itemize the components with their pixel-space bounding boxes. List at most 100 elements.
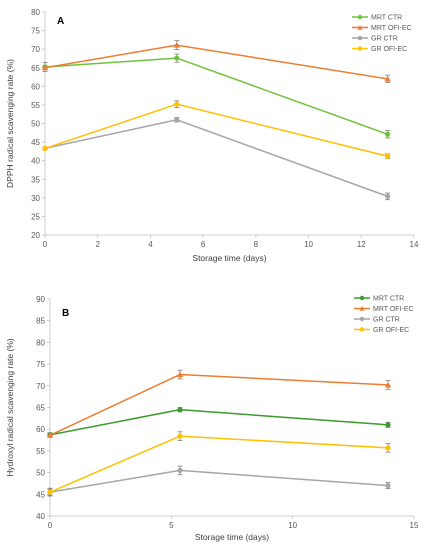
y-tick-label: 25 [31,212,40,221]
y-tick-label: 55 [36,447,45,456]
data-point [176,371,184,378]
data-point [177,467,183,474]
y-tick-label: 70 [31,45,40,54]
legend-entry: GR OFI-EC [352,46,407,53]
legend-swatch-marker [359,327,365,332]
x-tick-label: 5 [169,521,174,530]
panel-label: A [57,16,64,27]
y-tick-label: 55 [31,101,40,110]
data-point [177,433,183,439]
x-tick-label: 12 [357,240,366,249]
x-tick-label: 10 [288,521,297,530]
legend-swatch-marker [359,305,365,311]
y-tick-label: 50 [36,469,45,478]
y-tick-label: 80 [31,8,40,17]
legend-entry: MRT CTR [352,15,402,22]
data-point [385,131,391,137]
series-mrt-ctr [42,53,391,139]
legend-entry: GR CTR [352,36,398,43]
data-point [173,41,180,48]
y-tick-label: 40 [36,512,45,521]
data-point [177,407,183,413]
data-point [384,381,392,388]
legend-swatch-marker [359,295,365,301]
legend-label: MRT OFI-EC [371,25,412,32]
x-axis-title: Storage time (days) [195,532,269,542]
x-tick-label: 2 [95,240,100,249]
y-tick-label: 90 [36,295,45,304]
data-point [41,64,49,71]
chart-panel-a: 20 25 30 35 40 45 50 55 60 65 70 75 80 0 2 4 6 8 10 12 14 Sto… [5,8,419,263]
chart-panel-b: 40 45 50 55 60 65 70 75 80 85 90 0 5 10 15 Storage time… [5,295,419,542]
y-tick-label: 80 [36,338,45,347]
data-point [47,489,53,495]
series-line [44,57,388,135]
data-point [174,55,180,61]
series-line [44,103,388,157]
series-mrt-ofi-ec [46,369,392,438]
legend-swatch-marker [357,24,363,30]
legend-swatch-marker [357,46,363,51]
y-tick-label: 75 [36,360,45,369]
y-tick-label: 20 [31,231,40,240]
data-point [385,483,391,489]
legend-label: GR CTR [373,317,400,324]
y-tick-label: 40 [31,157,40,166]
legend-label: MRT CTR [373,296,404,303]
legend-swatch-marker [359,316,365,322]
data-point [42,145,48,152]
x-tick-label: 0 [43,240,48,249]
legend-entry: GR CTR [354,317,400,324]
y-tick-label: 60 [31,82,40,91]
y-tick-label: 35 [31,175,40,184]
legend-entry: MRT CTR [354,296,404,303]
series-line [49,469,389,493]
x-tick-label: 10 [304,240,313,249]
y-tick-label: 65 [31,64,40,73]
x-tick-label: 15 [410,521,419,530]
y-tick-label: 50 [31,120,40,129]
x-axis-title: Storage time (days) [192,253,266,263]
legend-label: MRT OFI-EC [373,306,414,313]
data-point [385,445,391,451]
data-point [385,422,391,428]
y-tick-label: 75 [31,27,40,36]
x-tick-label: 8 [254,240,259,249]
legend-entry: MRT OFI-EC [352,24,412,32]
y-tick-label: 45 [31,138,40,147]
y-tick-label: 65 [36,404,45,413]
series-gr-ofi-ec [42,100,391,159]
series-line [49,373,389,436]
y-tick-label: 45 [36,490,45,499]
legend-label: GR OFI-EC [371,46,407,53]
legend-label: GR OFI-EC [373,327,409,334]
series-gr-ctr [42,117,391,201]
legend-swatch-marker [357,35,363,41]
y-tick-label: 70 [36,382,45,391]
x-tick-label: 14 [410,240,419,249]
series-mrt-ofi-ec [41,40,391,84]
legend-swatch-marker [357,14,363,20]
legend-entry: MRT OFI-EC [354,305,414,313]
legend-label: MRT CTR [371,15,402,22]
x-tick-label: 4 [148,240,153,249]
series-line [44,44,388,80]
y-tick-label: 60 [36,425,45,434]
x-tick-label: 0 [48,521,53,530]
y-tick-label: 85 [36,317,45,326]
data-point [384,75,391,82]
data-point [385,193,391,199]
data-point [46,432,54,438]
legend-entry: GR OFI-EC [354,327,409,334]
y-tick-label: 30 [31,194,40,203]
x-tick-label: 6 [201,240,206,249]
y-axis-title: Hydroxyl radical scavenging rate (%) [5,338,15,477]
data-point [174,117,180,123]
legend-label: GR CTR [371,36,398,43]
panel-label: B [62,308,69,319]
data-point [385,153,391,159]
series-gr-ofi-ec [47,431,391,496]
y-axis-title: DPPH radical scavenging rate (%) [5,59,15,188]
series-line [49,408,389,436]
